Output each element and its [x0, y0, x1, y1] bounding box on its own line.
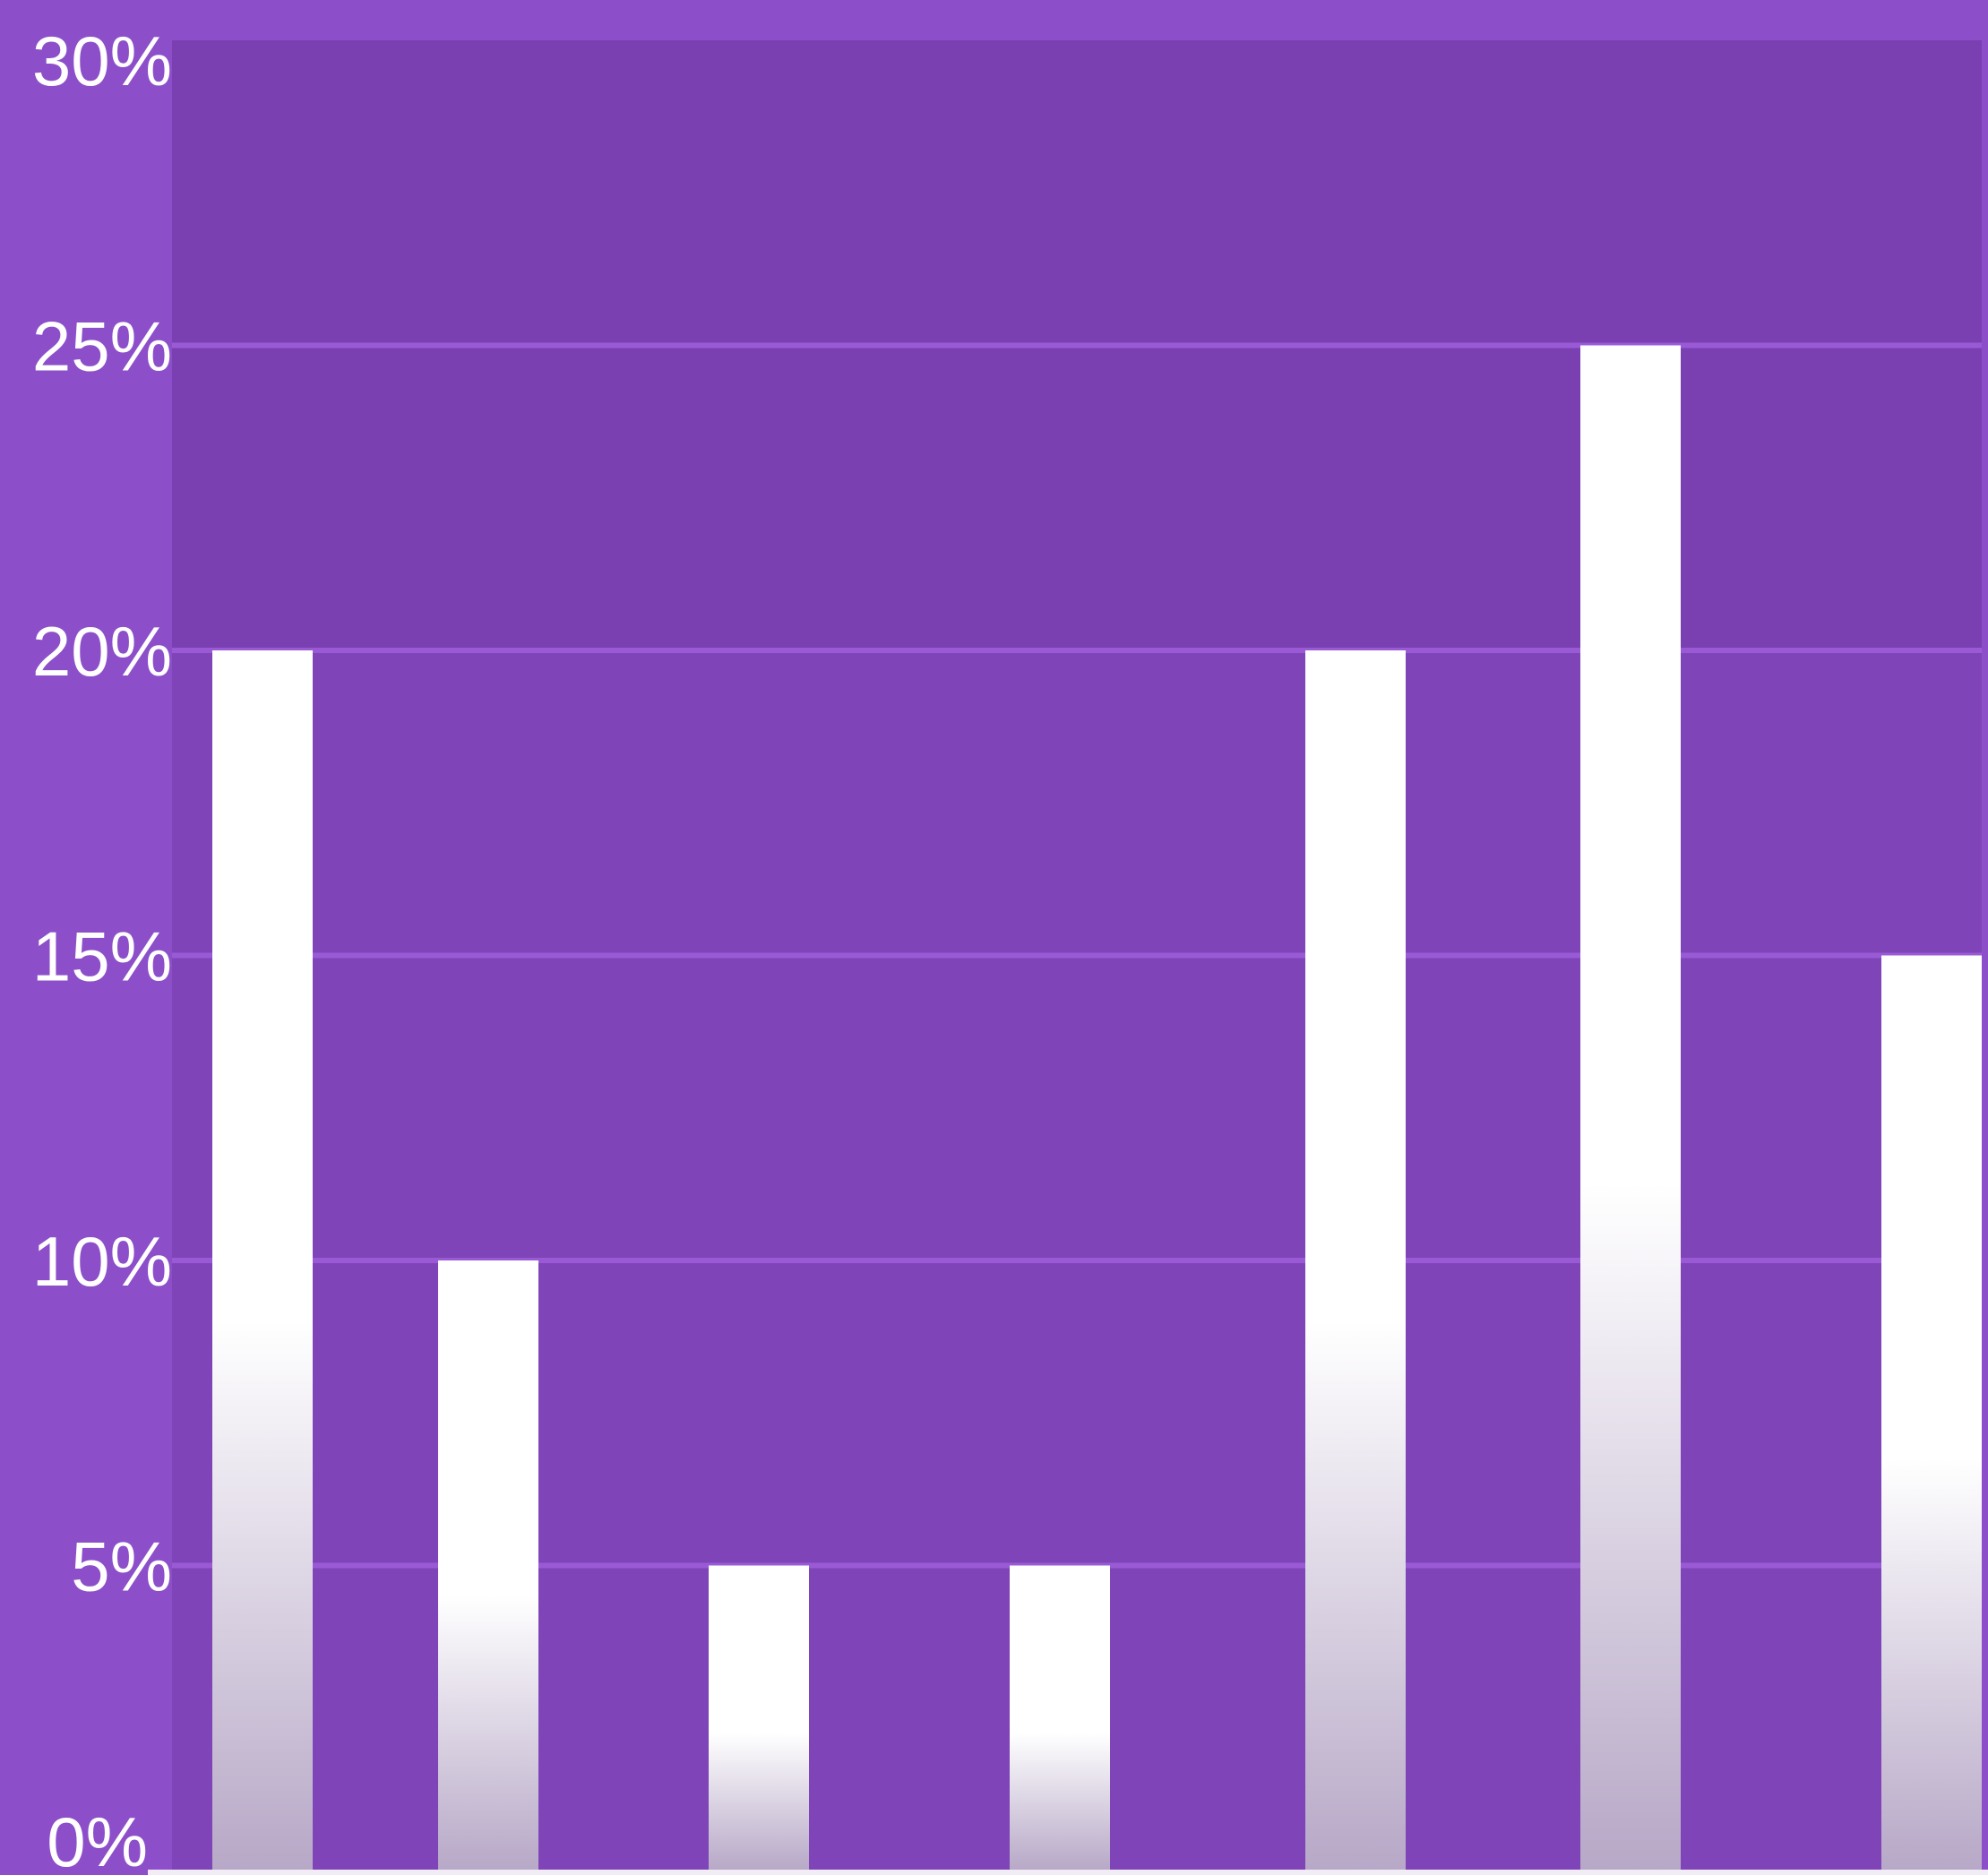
bar — [1305, 650, 1406, 1871]
bar — [709, 1565, 809, 1871]
y-axis-tick-labels: 0% 5% 10% 15% 20% 25% 30% — [32, 22, 172, 1875]
bars — [212, 345, 1982, 1871]
bar — [212, 650, 313, 1871]
y-tick-label: 0% — [47, 1802, 148, 1875]
y-tick-label: 25% — [32, 307, 172, 386]
bar — [438, 1260, 538, 1871]
bar — [1881, 955, 1982, 1871]
y-tick-label: 20% — [32, 612, 172, 691]
bar — [1580, 345, 1681, 1871]
y-tick-label: 30% — [32, 22, 172, 100]
y-tick-label: 10% — [32, 1222, 172, 1301]
y-tick-label: 5% — [71, 1527, 172, 1606]
y-tick-label: 15% — [32, 917, 172, 996]
bar — [1010, 1565, 1110, 1871]
